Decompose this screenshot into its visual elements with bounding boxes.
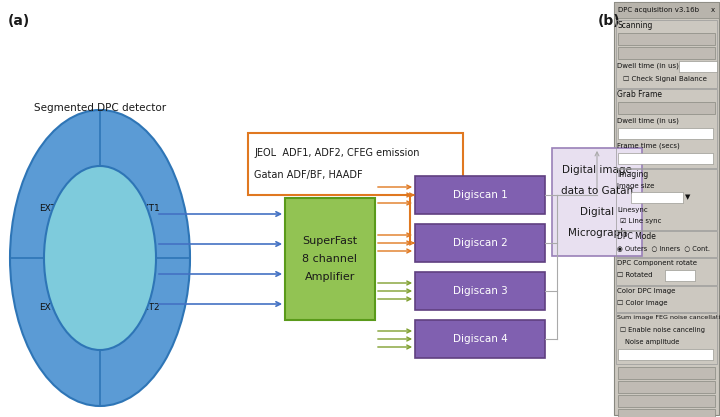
Text: Sum image FEG noise cancellation: Sum image FEG noise cancellation <box>617 316 720 321</box>
Text: EXT2: EXT2 <box>137 304 159 312</box>
Text: EXT1: EXT1 <box>137 203 159 213</box>
FancyBboxPatch shape <box>618 395 715 407</box>
FancyBboxPatch shape <box>618 102 715 114</box>
Text: Imaging: Imaging <box>617 169 648 178</box>
Text: Digital image: Digital image <box>562 165 632 175</box>
FancyBboxPatch shape <box>679 61 717 72</box>
Text: ☑ Line sync: ☑ Line sync <box>620 218 662 224</box>
Text: Color DPC Image: Color DPC Image <box>617 288 675 294</box>
Text: 256x256: 256x256 <box>633 194 664 201</box>
Text: 20.0: 20.0 <box>681 63 697 70</box>
Text: Reset Channels: Reset Channels <box>637 410 696 417</box>
Text: DPC Component rotate: DPC Component rotate <box>617 260 697 266</box>
Text: Digiscan 1: Digiscan 1 <box>453 190 508 200</box>
Text: INT0: INT0 <box>64 239 84 248</box>
Text: Digital: Digital <box>580 207 614 217</box>
Text: ▼: ▼ <box>685 194 690 201</box>
Text: ☐ Check Signal Balance: ☐ Check Signal Balance <box>623 76 707 82</box>
Text: INT3: INT3 <box>64 267 84 276</box>
Text: JEOL  ADF1, ADF2, CFEG emission: JEOL ADF1, ADF2, CFEG emission <box>254 148 420 158</box>
FancyBboxPatch shape <box>618 349 713 360</box>
Text: 8 channel: 8 channel <box>302 254 358 264</box>
Text: ☐ Enable noise canceling: ☐ Enable noise canceling <box>620 327 705 333</box>
Ellipse shape <box>44 166 156 350</box>
FancyBboxPatch shape <box>618 381 715 393</box>
FancyBboxPatch shape <box>665 270 695 281</box>
Text: Noise amplitude: Noise amplitude <box>625 339 680 345</box>
Text: ☐ Rotated: ☐ Rotated <box>617 272 652 278</box>
Text: Stop: Stop <box>658 48 675 58</box>
FancyBboxPatch shape <box>618 367 715 379</box>
FancyBboxPatch shape <box>631 192 683 203</box>
Text: Start: Start <box>657 35 676 43</box>
Text: DPC Mode: DPC Mode <box>617 231 656 241</box>
FancyBboxPatch shape <box>618 153 713 164</box>
FancyBboxPatch shape <box>618 47 715 59</box>
Text: Gatan ADF/BF, HAADF: Gatan ADF/BF, HAADF <box>254 170 363 180</box>
Text: 1.0: 1.0 <box>620 352 631 357</box>
Text: INT2: INT2 <box>117 267 138 276</box>
Text: Scanning: Scanning <box>617 20 652 30</box>
Text: x: x <box>711 7 715 13</box>
Text: Frame time (secs): Frame time (secs) <box>617 143 680 149</box>
Text: Dwell time (in us): Dwell time (in us) <box>617 63 679 69</box>
Text: Image size: Image size <box>617 183 654 189</box>
Text: Digiscan 2: Digiscan 2 <box>453 238 508 248</box>
Text: 0.0: 0.0 <box>667 272 678 279</box>
Text: Linesync: Linesync <box>617 207 648 213</box>
Text: Micrograph: Micrograph <box>567 228 626 238</box>
Text: EXT0: EXT0 <box>39 203 61 213</box>
Text: Grab Frame: Grab Frame <box>644 103 689 113</box>
Text: Save images: Save images <box>642 369 691 377</box>
Text: Fine Adjust Channels: Fine Adjust Channels <box>626 397 706 405</box>
Text: (b): (b) <box>598 14 621 28</box>
Text: INT1: INT1 <box>117 239 138 248</box>
Text: Digiscan 4: Digiscan 4 <box>453 334 508 344</box>
Text: data to Gatan: data to Gatan <box>561 186 633 196</box>
Text: Tile images: Tile images <box>644 382 688 392</box>
FancyBboxPatch shape <box>618 409 715 417</box>
Text: ◉ Outers  ○ Inners  ○ Cont.: ◉ Outers ○ Inners ○ Cont. <box>617 245 710 251</box>
Text: 100.0: 100.0 <box>620 131 640 136</box>
Text: ☐ Color Image: ☐ Color Image <box>617 300 667 306</box>
Text: Grab Frame: Grab Frame <box>617 90 662 98</box>
Text: Dwell time (in us): Dwell time (in us) <box>617 118 679 124</box>
Text: Digiscan 3: Digiscan 3 <box>453 286 508 296</box>
FancyBboxPatch shape <box>618 33 715 45</box>
Ellipse shape <box>10 110 190 406</box>
Text: EXT3: EXT3 <box>39 304 61 312</box>
Text: DPC acquisition v3.16b: DPC acquisition v3.16b <box>618 7 699 13</box>
Text: Segmented DPC detector: Segmented DPC detector <box>34 103 166 113</box>
Text: SuperFast: SuperFast <box>302 236 358 246</box>
Text: Amplifier: Amplifier <box>305 272 355 282</box>
Text: (a): (a) <box>8 14 30 28</box>
FancyBboxPatch shape <box>618 128 713 139</box>
Text: 6.5536: 6.5536 <box>620 156 644 161</box>
